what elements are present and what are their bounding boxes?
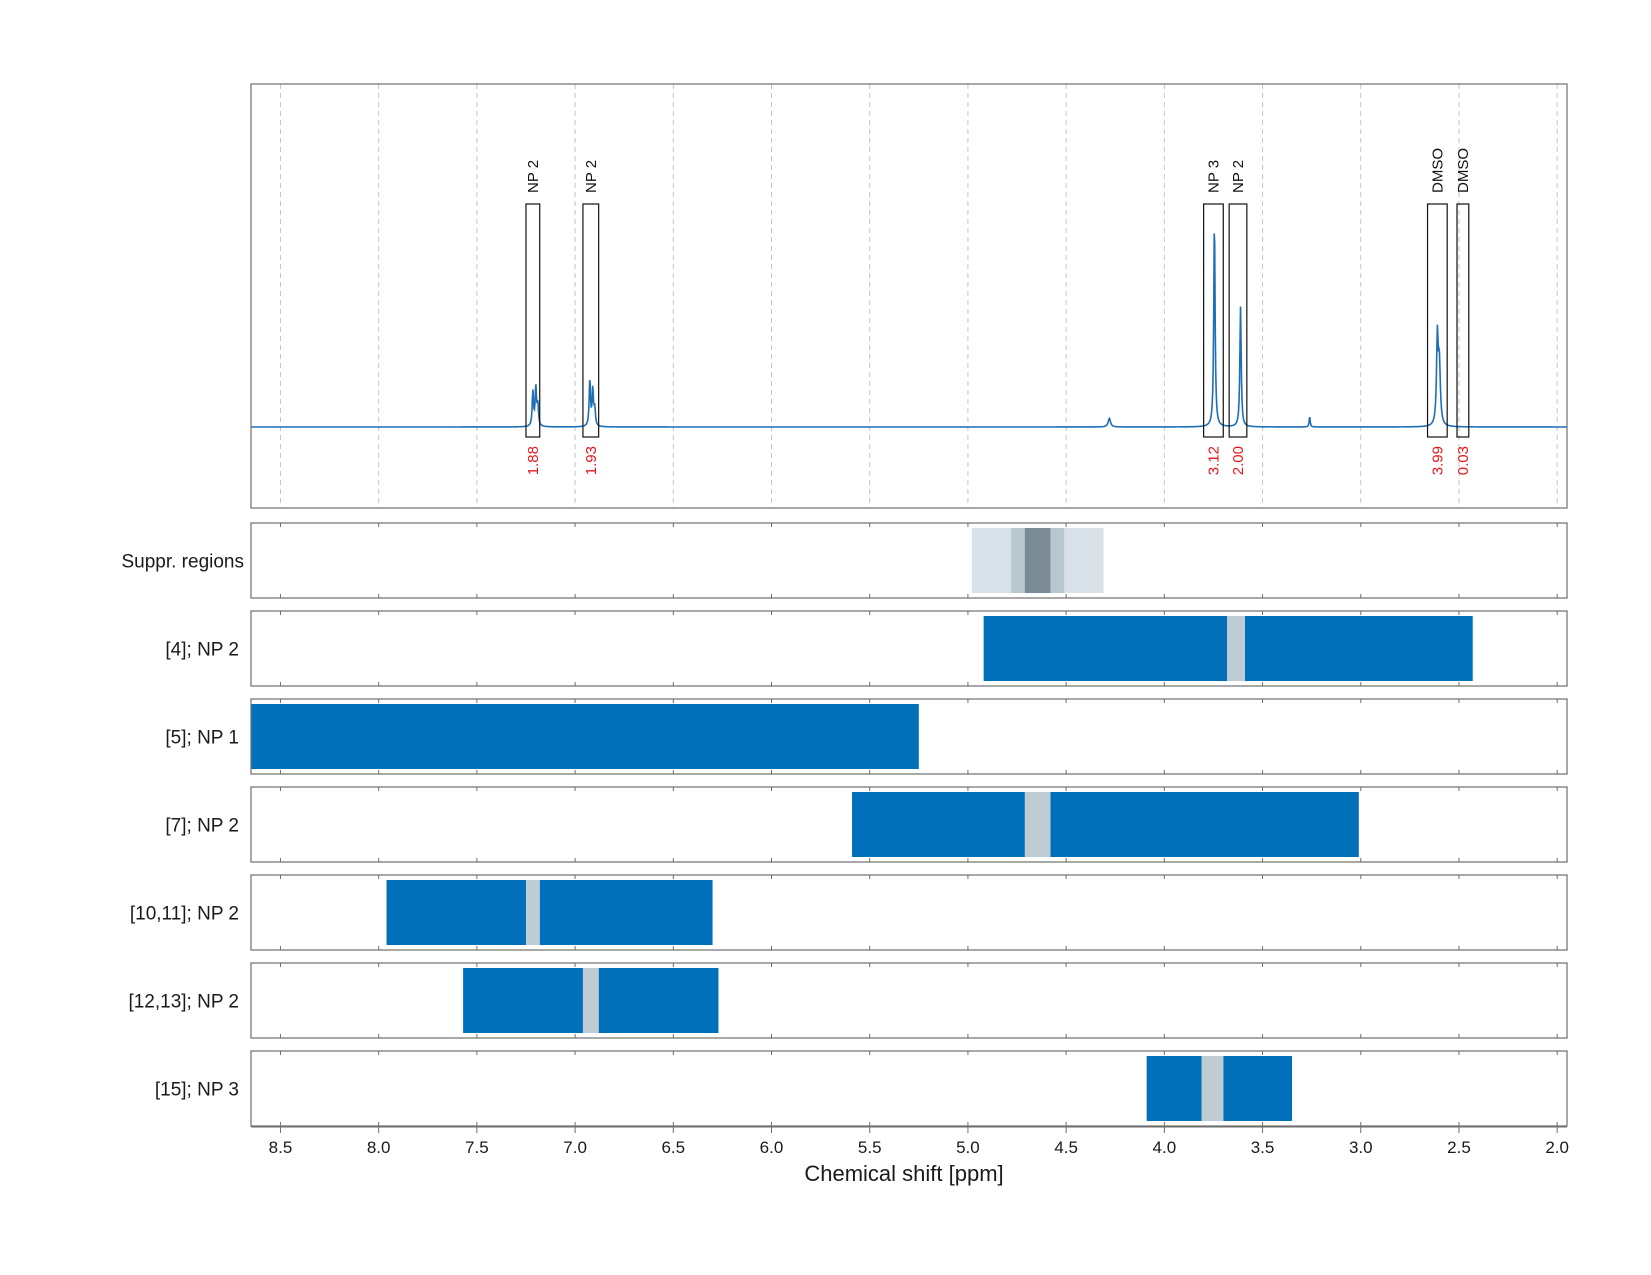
row-frame: [250, 522, 1568, 599]
integral-value: 3.99: [1429, 446, 1446, 475]
x-tick-label: 8.0: [367, 1138, 391, 1157]
x-tick-label: 3.0: [1349, 1138, 1373, 1157]
x-tick-label: 7.5: [465, 1138, 489, 1157]
track-segment: [1244, 616, 1473, 681]
row-frame: [250, 698, 1568, 775]
track-segment: [251, 704, 919, 769]
track-gap: [1227, 616, 1245, 681]
spectrum-panel: NP 2 1.88 NP 2 1.93 NP 3 3.12 NP 2 2.00 DMSO 3.99…: [250, 83, 1568, 509]
row-label: [5]; NP 1: [165, 728, 239, 749]
track-segment: [463, 968, 583, 1033]
x-tick-label: 7.0: [563, 1138, 587, 1157]
track-segment: [1223, 1056, 1293, 1121]
integral-value: 2.00: [1230, 446, 1247, 475]
track-row: [10,11]; NP 2: [130, 874, 1568, 951]
track-gap: [1024, 792, 1051, 857]
x-axis: 8.5 8.0 7.5 7.0 6.5 6.0 5.5 5.0 4.5 4.0 3.5 3.0 2.5 2…: [251, 1126, 1569, 1157]
track-segment: [852, 792, 1025, 857]
integral-value: 1.88: [525, 446, 542, 475]
x-tick-label: 5.0: [956, 1138, 980, 1157]
x-tick-label: 3.5: [1251, 1138, 1275, 1157]
track-segment: [983, 616, 1228, 681]
integral-value: 0.03: [1455, 446, 1472, 475]
x-axis-title: Chemical shift [ppm]: [804, 1161, 1003, 1186]
x-tick-label: 4.0: [1153, 1138, 1177, 1157]
x-tick-label: 6.0: [760, 1138, 784, 1157]
row-label: [7]; NP 2: [165, 816, 239, 837]
integral-value: 3.12: [1205, 446, 1222, 475]
x-tick-label: 5.5: [858, 1138, 882, 1157]
row-frame: [250, 610, 1568, 687]
x-tick-label: 2.5: [1447, 1138, 1471, 1157]
row-label: Suppr. regions: [121, 552, 244, 573]
track-row: [15]; NP 3: [155, 1050, 1568, 1127]
peak-region-box: [525, 203, 541, 438]
spectrum-frame: [250, 83, 1568, 509]
peak-region-box: [582, 203, 600, 438]
peak-region-label: DMSO: [1429, 148, 1446, 193]
track-gap: [1201, 1056, 1224, 1121]
track-segment: [1146, 1056, 1202, 1121]
integral-value: 1.93: [583, 446, 600, 475]
track-row: [4]; NP 2: [165, 610, 1568, 687]
peak-region-label: NP 2: [525, 160, 542, 193]
row-label: [12,13]; NP 2: [128, 992, 239, 1013]
track-segment: [386, 880, 526, 945]
spectrum-line: [251, 233, 1567, 428]
row-label: [4]; NP 2: [165, 640, 239, 661]
peak-region-label: NP 3: [1205, 160, 1222, 193]
row-frame: [250, 1050, 1568, 1127]
peak-region-label: NP 2: [1230, 160, 1247, 193]
x-tick-label: 2.0: [1545, 1138, 1569, 1157]
suppression-row: Suppr. regions: [121, 522, 1568, 599]
row-frame: [250, 874, 1568, 951]
row-frame: [250, 786, 1568, 863]
track-segment: [1050, 792, 1359, 857]
row-frame: [250, 962, 1568, 1039]
x-tick-label: 8.5: [269, 1138, 293, 1157]
suppression-band: [1024, 528, 1051, 593]
peak-region-box: [1426, 203, 1448, 438]
peak-region-box: [1456, 203, 1470, 438]
track-row: [7]; NP 2: [165, 786, 1568, 863]
track-gap: [582, 968, 599, 1033]
x-tick-label: 6.5: [661, 1138, 685, 1157]
peak-region-box: [1203, 203, 1224, 438]
track-row: [5]; NP 1: [165, 698, 1568, 775]
x-tick-label: 4.5: [1054, 1138, 1078, 1157]
track-segment: [539, 880, 713, 945]
track-gap: [525, 880, 540, 945]
peak-region-box: [1228, 203, 1248, 438]
row-label: [10,11]; NP 2: [130, 904, 239, 925]
track-row: [12,13]; NP 2: [128, 962, 1568, 1039]
peak-region-label: DMSO: [1455, 148, 1472, 193]
peak-region-label: NP 2: [583, 160, 600, 193]
region-tracks: Suppr. regions [4]; NP 2 [5]; NP 1 [7]; NP …: [121, 522, 1568, 1127]
row-label: [15]; NP 3: [155, 1080, 239, 1101]
track-segment: [598, 968, 719, 1033]
